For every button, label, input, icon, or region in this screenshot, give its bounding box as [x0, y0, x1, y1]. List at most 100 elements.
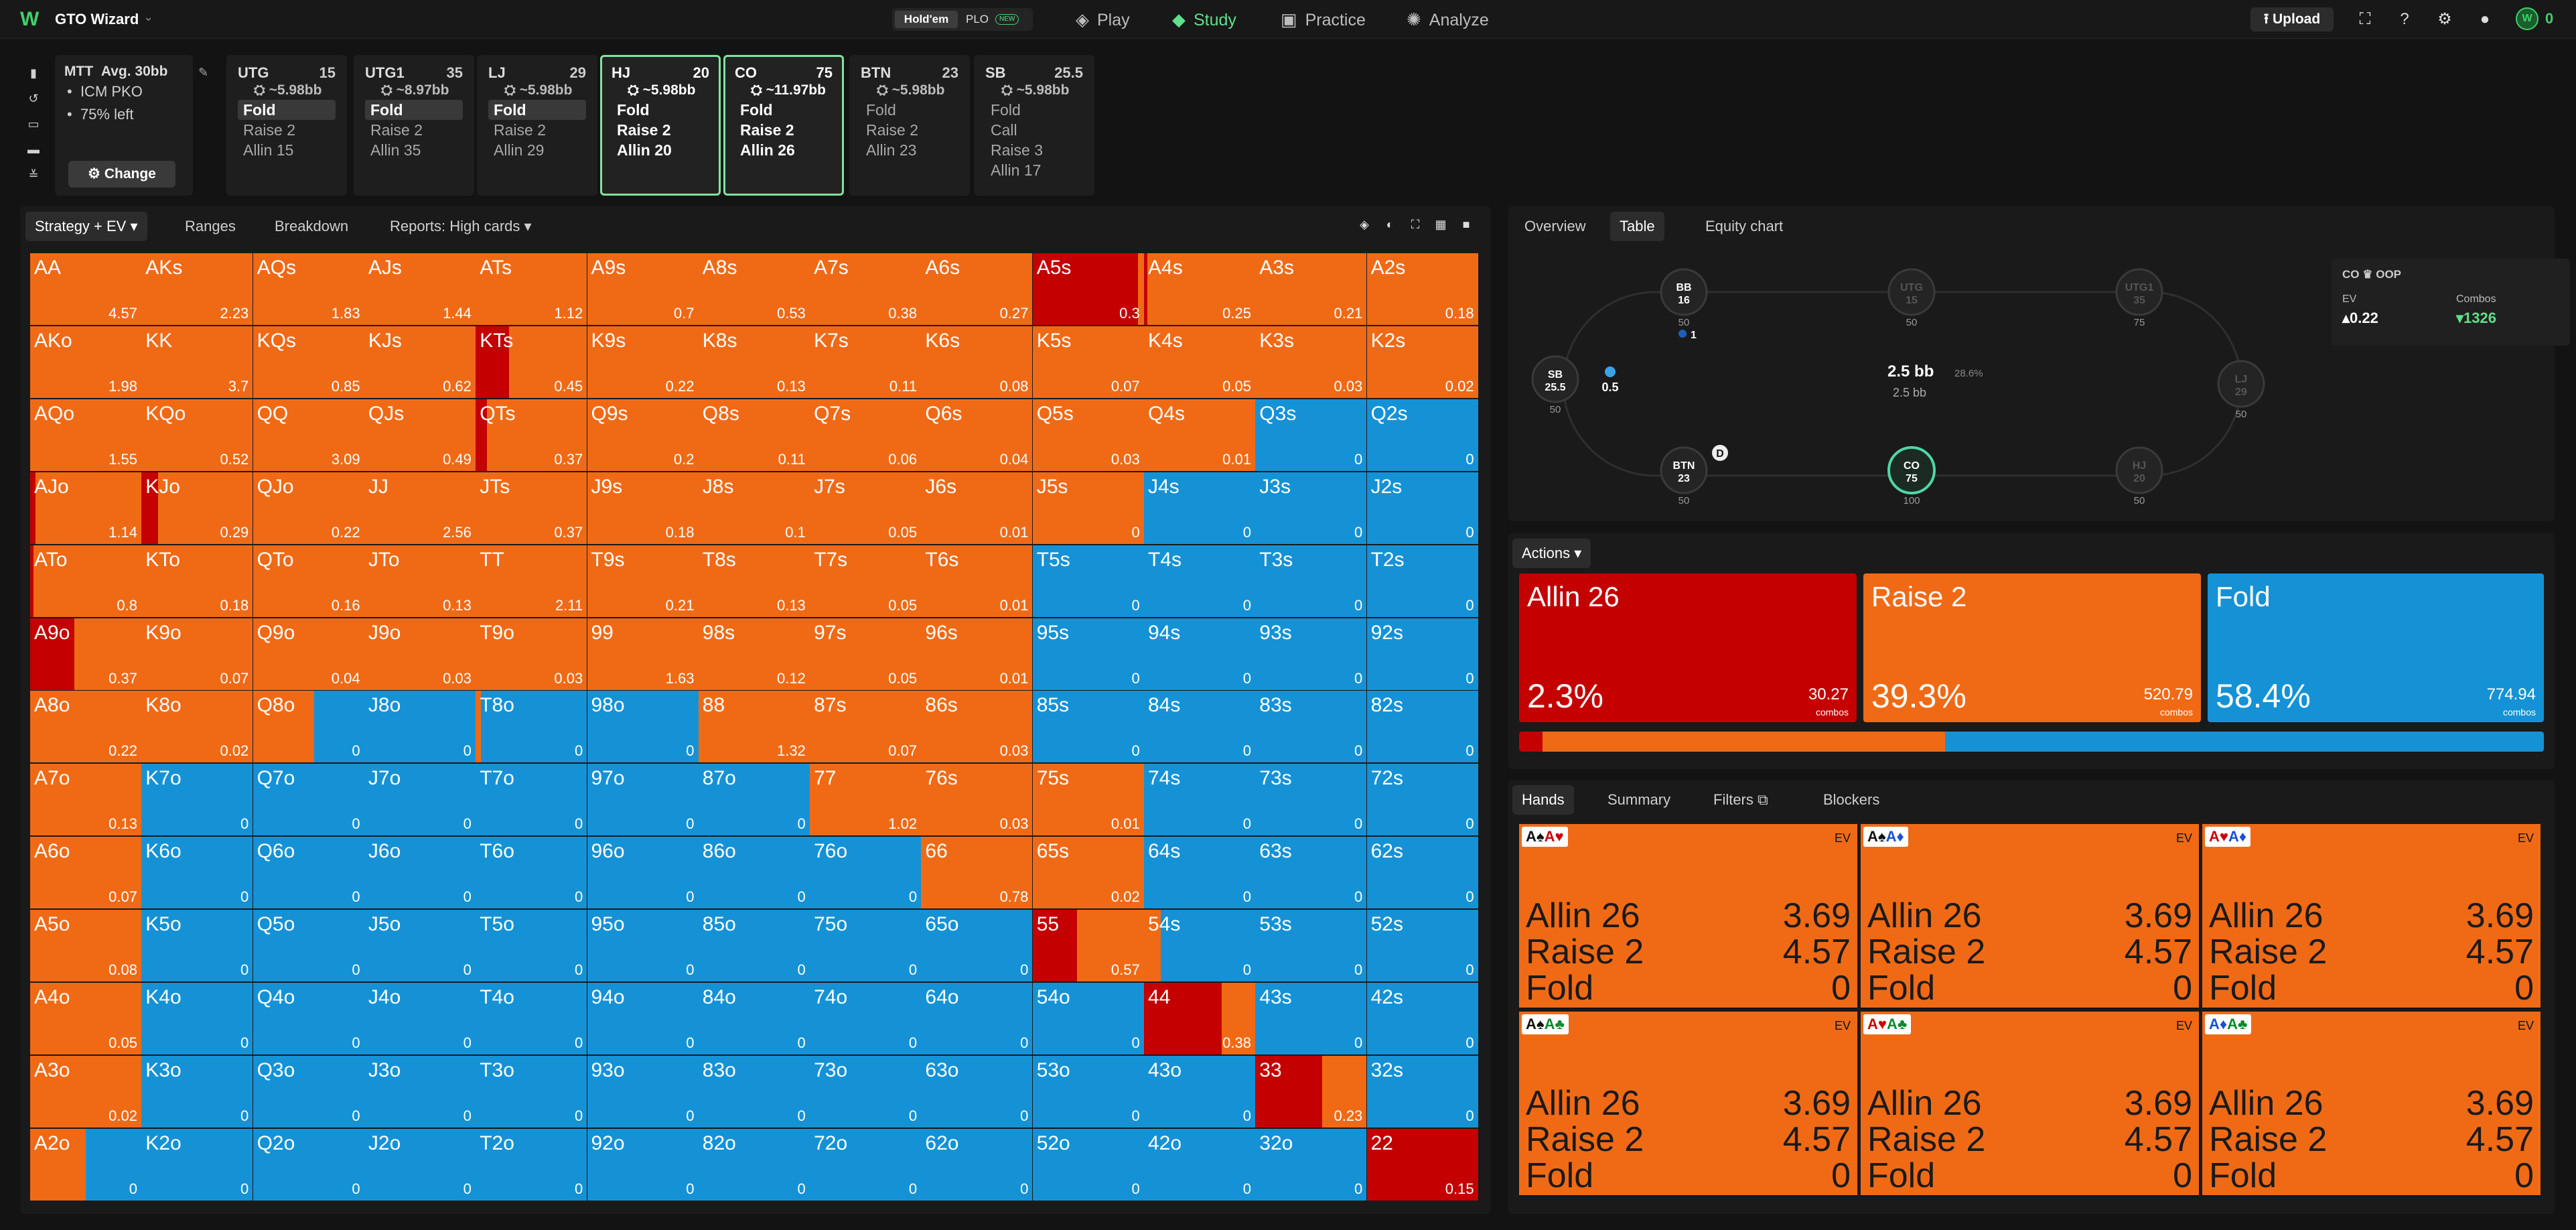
position-action[interactable]: Raise 3 [991, 141, 1043, 159]
hand-cell[interactable]: J7o 0 [364, 764, 476, 836]
hand-cell[interactable]: ATs 1.12 [476, 253, 587, 325]
hand-cell[interactable]: Q7o 0 [253, 764, 364, 836]
hand-cell[interactable]: K3o 0 [141, 1055, 253, 1128]
hand-cell[interactable]: AQs 1.83 [253, 253, 364, 325]
position-action[interactable]: Fold [238, 100, 336, 120]
hand-cell[interactable]: 92o 0 [587, 1128, 699, 1201]
tab-overview[interactable]: Overview [1524, 218, 1586, 234]
position-action[interactable]: Fold [740, 101, 773, 119]
hand-cell[interactable]: A8s 0.53 [698, 253, 810, 325]
hand-cell[interactable]: K8s 0.13 [698, 326, 810, 398]
hand-cell[interactable]: 77 1.02 [810, 764, 922, 836]
position-action[interactable]: Allin 20 [617, 141, 672, 159]
hand-combo-card[interactable]: A♦A♣ EV Allin 26 3.69 Raise 2 4.57 Fold 0 [2202, 1012, 2541, 1197]
actions-dropdown[interactable]: Actions ▾ [1512, 539, 1591, 568]
hand-cell[interactable]: 63o 0 [921, 1055, 1033, 1128]
action-box-fold[interactable]: Fold 58.4% 774.94 combos [2208, 573, 2544, 722]
help-icon[interactable]: ? [2400, 10, 2409, 28]
hand-cell[interactable]: A6s 0.27 [921, 253, 1033, 325]
hand-cell[interactable]: T5o 0 [476, 910, 587, 982]
hand-cell[interactable]: 44 0.38 [1144, 983, 1255, 1054]
save-icon[interactable]: ▭ [27, 117, 40, 131]
action-box-allin-26[interactable]: Allin 26 2.3% 30.27 combos [1519, 573, 1857, 722]
hand-cell[interactable]: 85o 0 [698, 910, 810, 982]
hand-cell[interactable]: T8o 0 [476, 691, 587, 763]
position-action[interactable]: Raise 2 [370, 121, 423, 139]
hand-cell[interactable]: Q6o 0 [253, 837, 364, 909]
hand-cell[interactable]: K7s 0.11 [810, 326, 922, 398]
hand-cell[interactable]: 66 0.78 [921, 837, 1033, 909]
position-card-utg1[interactable]: UTG1 35 ⛭ ~8.97bb Fold Raise 2 Allin 35 [354, 55, 474, 196]
hand-cell[interactable]: A2s 0.18 [1366, 253, 1478, 325]
hand-cell[interactable]: Q8s 0.11 [698, 399, 810, 471]
position-action[interactable]: Raise 2 [617, 121, 671, 139]
seat-utg[interactable]: UTG 15 50 [1887, 268, 1936, 328]
hand-cell[interactable]: K7o 0 [141, 764, 253, 836]
hand-cell[interactable]: A5s 0.3 [1032, 253, 1144, 325]
hand-cell[interactable]: A6o 0.07 [30, 837, 141, 909]
hand-cell[interactable]: 85s 0 [1032, 691, 1144, 763]
tab-ranges[interactable]: Ranges [185, 218, 236, 234]
hand-cell[interactable]: KJs 0.62 [364, 326, 476, 398]
hand-combo-card[interactable]: A♠A♦ EV Allin 26 3.69 Raise 2 4.57 Fold 0 [1861, 824, 2199, 1009]
hand-cell[interactable]: Q2s 0 [1366, 399, 1478, 471]
hand-cell[interactable]: 52o 0 [1032, 1128, 1144, 1201]
user-icon[interactable]: ● [2480, 10, 2490, 28]
position-action[interactable]: Fold [991, 101, 1021, 119]
scan-icon[interactable]: ⛶ [2359, 10, 2371, 28]
hand-cell[interactable]: T4s 0 [1144, 545, 1255, 617]
hand-cell[interactable]: 75o 0 [810, 910, 922, 982]
hand-cell[interactable]: 72o 0 [810, 1128, 922, 1201]
hand-cell[interactable]: T6o 0 [476, 837, 587, 909]
hand-cell[interactable]: 53s 0 [1255, 910, 1367, 982]
hand-cell[interactable]: J5s 0 [1032, 472, 1144, 544]
contrast-icon[interactable]: ◐ [1386, 218, 1394, 231]
hand-cell[interactable]: J2s 0 [1366, 472, 1478, 544]
hand-cell[interactable]: 53o 0 [1032, 1055, 1144, 1128]
position-card-lj[interactable]: LJ 29 ⛭ ~5.98bb Fold Raise 2 Allin 29 [477, 55, 597, 196]
tab-breakdown[interactable]: Breakdown [275, 218, 349, 234]
hand-cell[interactable]: 96o 0 [587, 837, 699, 909]
hand-cell[interactable]: KK 3.7 [141, 326, 253, 398]
hand-cell[interactable]: K5o 0 [141, 910, 253, 982]
hand-cell[interactable]: 62s 0 [1366, 837, 1478, 909]
hand-cell[interactable]: 72s 0 [1366, 764, 1478, 836]
hand-cell[interactable]: A2o 0 [30, 1128, 141, 1201]
hand-cell[interactable]: AKs 2.23 [141, 253, 253, 325]
nav-analyze[interactable]: ✺ Analyze [1407, 7, 1489, 32]
hand-cell[interactable]: JTo 0.13 [364, 545, 476, 617]
hand-cell[interactable]: 94s 0 [1144, 618, 1255, 690]
hand-cell[interactable]: 65o 0 [921, 910, 1033, 982]
position-action[interactable]: Allin 29 [494, 141, 545, 159]
hand-cell[interactable]: A4o 0.05 [30, 983, 141, 1054]
app-name[interactable]: GTO Wizard [55, 11, 139, 27]
hand-cell[interactable]: Q9s 0.2 [587, 399, 699, 471]
hand-cell[interactable]: J4s 0 [1144, 472, 1255, 544]
hand-cell[interactable]: 32s 0 [1366, 1055, 1478, 1128]
reset-icon[interactable]: ↺ [28, 92, 39, 105]
grid-icon[interactable]: ▦ [1435, 218, 1447, 231]
car-icon[interactable]: ▬ [27, 143, 40, 156]
hand-cell[interactable]: T7o 0 [476, 764, 587, 836]
seat-lj[interactable]: LJ 29 50 [2217, 360, 2265, 420]
tab-strategy-ev[interactable]: Strategy + EV ▾ [25, 212, 147, 241]
hand-cell[interactable]: 83o 0 [698, 1055, 810, 1128]
chevron-down-icon[interactable]: ⌄ [143, 10, 154, 23]
align-icon[interactable]: ≚ [28, 168, 39, 182]
pin-icon[interactable]: ✎ [198, 66, 209, 79]
hand-cell[interactable]: 93o 0 [587, 1055, 699, 1128]
position-action[interactable]: Allin 17 [991, 161, 1042, 179]
hand-cell[interactable]: 43o 0 [1144, 1055, 1255, 1128]
position-action[interactable]: Raise 2 [866, 121, 918, 139]
hand-cell[interactable]: J6s 0.01 [921, 472, 1033, 544]
position-action[interactable]: Raise 2 [243, 121, 295, 139]
hand-cell[interactable]: 98s 0.12 [698, 618, 810, 690]
hand-cell[interactable]: 73s 0 [1255, 764, 1367, 836]
hand-cell[interactable]: JTs 0.37 [476, 472, 587, 544]
hand-cell[interactable]: K6s 0.08 [921, 326, 1033, 398]
change-button[interactable]: ⚙ Change [68, 161, 175, 188]
hand-cell[interactable]: KJo 0.29 [141, 472, 253, 544]
coins-icon[interactable]: W [2516, 7, 2538, 30]
position-card-sb[interactable]: SB 25.5 ⛭ ~5.98bb Fold Call Raise 3 Allin 17 [974, 55, 1094, 196]
